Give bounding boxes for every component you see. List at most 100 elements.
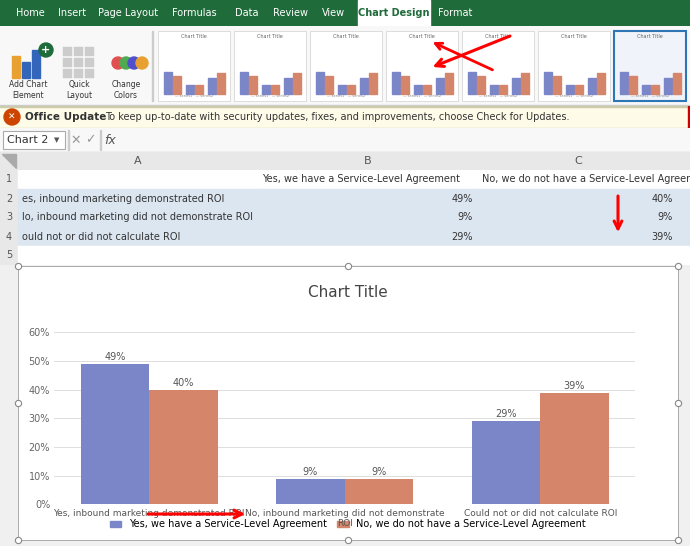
Bar [490, 85, 498, 94]
Text: Chart 2: Chart 2 [8, 135, 49, 145]
FancyBboxPatch shape [614, 31, 686, 101]
Polygon shape [2, 154, 16, 168]
Text: 9%: 9% [303, 467, 318, 477]
Text: To keep up-to-date with security updates, fixes, and improvements, choose Check : To keep up-to-date with security updates… [105, 112, 569, 122]
FancyBboxPatch shape [158, 31, 230, 101]
Bar [540, 393, 609, 505]
Text: Chart Title: Chart Title [561, 34, 587, 39]
Bar [63, 58, 72, 67]
Bar [478, 208, 678, 227]
Text: 4: 4 [6, 232, 12, 241]
Text: Chart Title: Chart Title [333, 34, 359, 39]
Bar [642, 85, 650, 94]
Bar [360, 78, 368, 94]
Bar [249, 76, 257, 94]
Bar [369, 73, 377, 94]
Text: — series1   — series2: — series1 — series2 [251, 94, 289, 98]
Text: 3: 3 [6, 212, 12, 223]
Bar [258, 152, 478, 170]
Bar [0, 189, 18, 208]
Text: — series1   — series2: — series1 — series2 [555, 94, 593, 98]
Text: Chart Title: Chart Title [485, 34, 511, 39]
Bar [284, 78, 292, 94]
Bar [258, 189, 478, 208]
Text: Home: Home [16, 8, 44, 18]
Text: 29%: 29% [495, 410, 517, 419]
Bar [262, 85, 270, 94]
Bar [358, 0, 430, 26]
Bar [575, 85, 583, 94]
Circle shape [128, 57, 140, 69]
Text: 1: 1 [6, 175, 12, 185]
Text: ▼: ▼ [55, 137, 60, 143]
Bar [553, 76, 561, 94]
Bar [678, 208, 690, 227]
Text: lo, inbound marketing did not demonstrate ROI: lo, inbound marketing did not demonstrat… [22, 212, 253, 223]
Bar [63, 69, 72, 78]
Bar [392, 72, 400, 94]
Bar [18, 246, 258, 265]
Text: — series1   — series2: — series1 — series2 [479, 94, 517, 98]
Bar [18, 170, 258, 189]
Bar [32, 50, 40, 78]
Text: Chart Title: Chart Title [181, 34, 207, 39]
Circle shape [112, 57, 124, 69]
Bar [436, 78, 444, 94]
Text: — series1   — series2: — series1 — series2 [175, 94, 213, 98]
Circle shape [4, 109, 20, 125]
Bar [18, 208, 258, 227]
Bar [678, 246, 690, 265]
Text: View: View [322, 8, 344, 18]
Text: 49%: 49% [452, 193, 473, 204]
Bar [678, 189, 690, 208]
Bar [195, 85, 203, 94]
Bar [468, 72, 476, 94]
Text: 5: 5 [6, 251, 12, 260]
Circle shape [39, 43, 53, 57]
Text: Yes, we have a Service-Level Agreement: Yes, we have a Service-Level Agreement [262, 175, 460, 185]
Bar [85, 69, 94, 78]
Bar [588, 78, 596, 94]
Bar [597, 73, 605, 94]
Text: Data: Data [235, 8, 259, 18]
Bar [445, 73, 453, 94]
Bar [22, 62, 30, 78]
Bar [499, 85, 507, 94]
FancyBboxPatch shape [310, 31, 382, 101]
Text: Chart Title: Chart Title [308, 285, 388, 300]
Bar [347, 85, 355, 94]
Text: Quick
Layout: Quick Layout [66, 80, 92, 100]
Bar [566, 85, 574, 94]
Text: 2: 2 [6, 193, 12, 204]
Text: 9%: 9% [457, 212, 473, 223]
Text: — series1   — series2: — series1 — series2 [631, 94, 669, 98]
Text: fx: fx [104, 134, 116, 146]
Bar [258, 246, 478, 265]
Bar [293, 73, 301, 94]
Bar [258, 170, 478, 189]
Bar [186, 85, 194, 94]
Text: Formulas: Formulas [172, 8, 216, 18]
Bar [316, 72, 324, 94]
Bar [477, 76, 485, 94]
Text: Change
Colors: Change Colors [111, 80, 141, 100]
Bar [678, 170, 690, 189]
Bar [258, 170, 678, 189]
Bar [152, 31, 153, 101]
Bar [629, 76, 637, 94]
Bar [85, 47, 94, 56]
Bar [240, 72, 248, 94]
Text: Chart Title: Chart Title [257, 34, 283, 39]
Text: — series1   — series2: — series1 — series2 [403, 94, 441, 98]
Text: 29%: 29% [451, 232, 473, 241]
Legend: Yes, we have a Service-Level Agreement, No, we do not have a Service-Level Agree: Yes, we have a Service-Level Agreement, … [107, 517, 589, 532]
Circle shape [120, 57, 132, 69]
Text: +: + [41, 45, 50, 55]
Bar [100, 130, 101, 150]
Bar [478, 170, 678, 189]
Text: ✕: ✕ [71, 134, 81, 146]
Text: — series1   — series2: — series1 — series2 [327, 94, 365, 98]
Bar [673, 73, 681, 94]
Bar [620, 72, 628, 94]
Bar [173, 76, 181, 94]
